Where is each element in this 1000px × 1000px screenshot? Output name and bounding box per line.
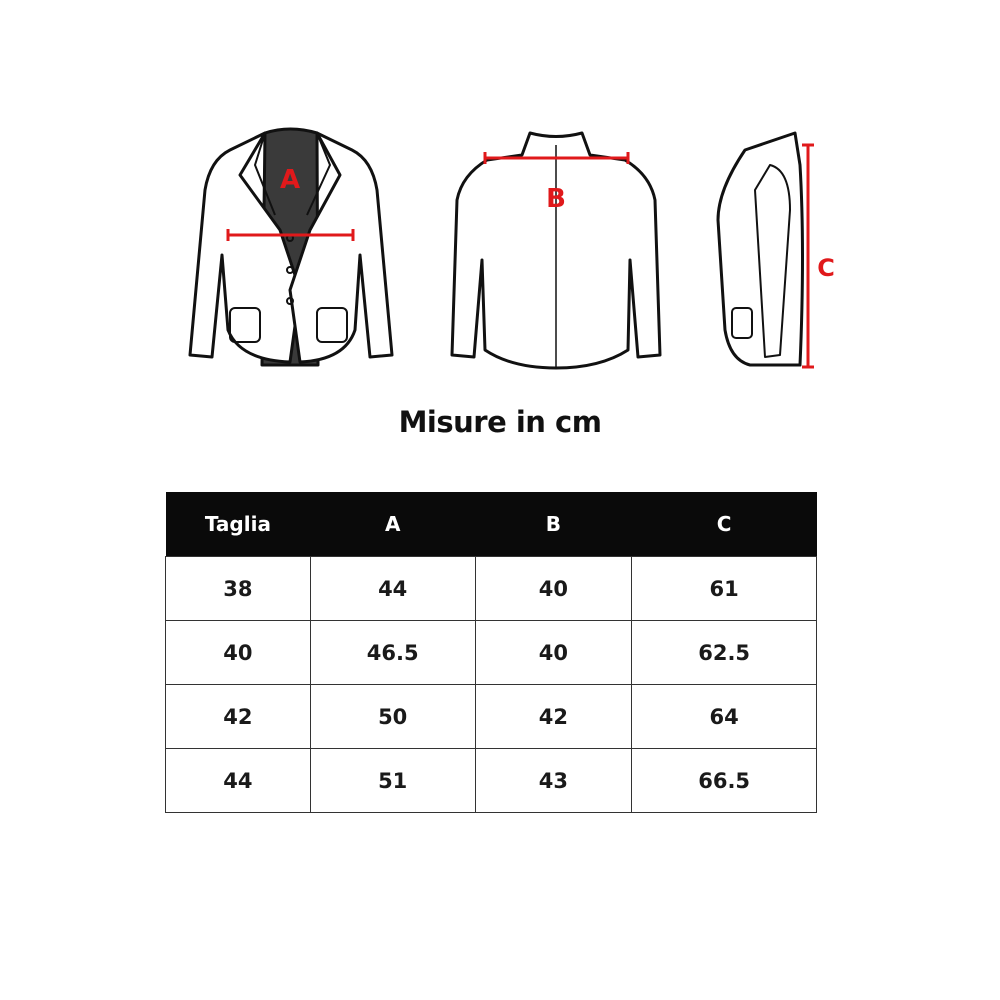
header-size: Taglia [165, 492, 311, 557]
cell-size: 44 [165, 748, 311, 813]
size-table: Taglia A B C 38 44 40 61 40 46.5 40 62.5… [165, 492, 817, 813]
cell-a: 51 [309, 748, 476, 813]
cell-a: 44 [309, 556, 476, 621]
cell-c: 66.5 [631, 748, 817, 813]
table-row: 42 50 42 64 [165, 684, 817, 749]
cell-size: 38 [165, 556, 311, 621]
cell-a: 50 [309, 684, 476, 749]
table-row: 38 44 40 61 [165, 556, 817, 621]
jacket-illustrations: A B C [188, 127, 835, 370]
header-a: A [310, 492, 476, 557]
cell-b: 42 [474, 684, 633, 749]
header-c: C [631, 492, 817, 557]
cell-c: 64 [631, 684, 817, 749]
jacket-side-drawing: C [716, 131, 835, 369]
header-b: B [475, 492, 632, 557]
measure-label-b: B [546, 184, 566, 214]
jacket-back-drawing: B [450, 131, 662, 370]
cell-b: 40 [474, 556, 633, 621]
table-row: 44 51 43 66.5 [165, 748, 817, 813]
cell-b: 43 [474, 748, 633, 813]
cell-a: 46.5 [309, 620, 476, 685]
measure-label-c: C [817, 254, 835, 282]
cell-size: 42 [165, 684, 311, 749]
cell-c: 62.5 [631, 620, 817, 685]
table-header-row: Taglia A B C [165, 492, 817, 557]
cell-size: 40 [165, 620, 311, 685]
page-title: Misure in cm [398, 405, 602, 439]
cell-b: 40 [474, 620, 633, 685]
measure-label-a: A [280, 165, 300, 195]
table-row: 40 46.5 40 62.5 [165, 620, 817, 685]
cell-c: 61 [631, 556, 817, 621]
jacket-front-drawing: A [188, 127, 394, 367]
